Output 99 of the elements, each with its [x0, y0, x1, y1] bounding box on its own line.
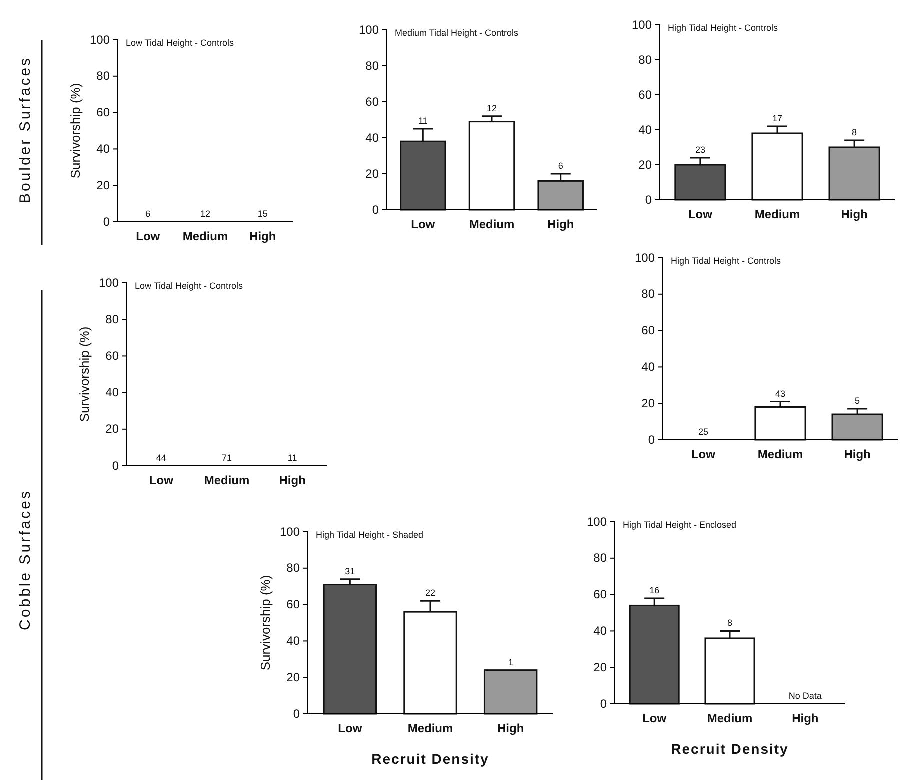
annotation: 6	[146, 209, 151, 219]
y-tick-label: 100	[586, 514, 608, 529]
x-tick-label: Low	[642, 712, 668, 726]
chart-title: Medium Tidal Height - Controls	[395, 28, 520, 38]
annotation: 25	[698, 427, 708, 437]
x-tick-label: Medium	[204, 474, 250, 488]
y-tick-label: 40	[286, 634, 300, 648]
x-tick-label: Medium	[182, 230, 228, 244]
annotation: 11	[418, 116, 428, 126]
y-tick-label: 80	[366, 58, 380, 73]
annotation: 17	[772, 114, 783, 124]
x-tick-label: High	[548, 218, 574, 232]
chart-title: Low Tidal Height - Controls	[126, 38, 235, 48]
x-axis-title: Recruit Density	[671, 741, 789, 757]
annotation: 8	[852, 128, 858, 138]
y-tick-label: 0	[372, 202, 380, 217]
annotation: 15	[258, 209, 268, 219]
y-tick-label: 80	[106, 312, 120, 326]
y-tick-label: 20	[642, 396, 656, 410]
x-tick-label: High	[841, 208, 868, 222]
annotation: 22	[425, 588, 436, 598]
annotation: 16	[650, 585, 660, 596]
y-tick-label: 60	[96, 106, 110, 120]
y-tick-label: 40	[642, 360, 656, 374]
y-tick-label: 0	[645, 192, 652, 207]
y-tick-label: 40	[96, 142, 110, 156]
y-axis-title: Survivorship (%)	[258, 575, 273, 671]
y-tick-label: 100	[90, 32, 110, 47]
bar	[484, 670, 538, 715]
x-tick-label: High	[279, 474, 306, 488]
y-tick-label: 0	[103, 214, 110, 229]
y-tick-label: 80	[286, 561, 300, 576]
y-tick-label: 20	[106, 422, 120, 436]
chart-title: High Tidal Height - Controls	[671, 256, 782, 266]
annotation: 11	[288, 453, 298, 463]
y-tick-label: 60	[366, 94, 380, 109]
chart-title: Low Tidal Height - Controls	[135, 281, 244, 291]
chart-title: High Tidal Height - Enclosed	[623, 520, 737, 530]
x-tick-label: Medium	[754, 208, 800, 222]
y-tick-label: 80	[642, 287, 656, 302]
y-tick-label: 60	[642, 324, 656, 338]
chart-title: High Tidal Height - Controls	[668, 23, 779, 33]
y-tick-label: 100	[98, 276, 120, 290]
chart-title: High Tidal Height - Shaded	[316, 530, 424, 540]
y-tick-label: 100	[634, 250, 656, 265]
y-tick-label: 60	[286, 598, 300, 612]
annotation: 12	[486, 103, 498, 114]
x-axis-title: Recruit Density	[372, 751, 490, 767]
y-tick-label: 60	[594, 588, 608, 602]
y-tick-label: 100	[358, 22, 380, 37]
annotation: 31	[345, 566, 356, 576]
y-tick-label: 40	[366, 130, 380, 145]
annotation: 44	[156, 453, 166, 463]
annotation: 1	[508, 657, 514, 668]
y-tick-label: 20	[638, 158, 652, 172]
y-tick-label: 60	[106, 349, 120, 364]
x-tick-label: Low	[691, 448, 716, 462]
annotation: 12	[200, 209, 211, 219]
y-tick-label: 0	[600, 696, 608, 711]
annotation: 8	[727, 618, 733, 628]
text: Cobble Surfaces	[17, 490, 34, 630]
y-tick-label: 20	[96, 178, 110, 192]
annotation: 23	[695, 145, 706, 155]
y-tick-label: 20	[366, 166, 380, 181]
x-tick-label: High	[497, 722, 524, 736]
text: Boulder Surfaces	[17, 56, 34, 204]
x-tick-label: Low	[136, 230, 161, 244]
y-tick-label: 0	[112, 458, 120, 473]
x-tick-label: Low	[338, 722, 363, 736]
x-tick-label: High	[792, 712, 819, 726]
y-tick-label: 100	[632, 18, 652, 32]
annotation: 6	[558, 161, 564, 171]
y-tick-label: 20	[594, 660, 608, 674]
y-tick-label: 80	[96, 69, 110, 84]
x-tick-label: Medium	[758, 448, 804, 462]
x-tick-label: Medium	[408, 722, 454, 736]
y-tick-label: 0	[293, 706, 300, 721]
annotation: No Data	[788, 691, 822, 701]
y-axis-title: Survivorship (%)	[77, 326, 92, 422]
x-tick-label: Medium	[469, 218, 515, 232]
y-tick-label: 40	[638, 122, 652, 137]
y-tick-label: 40	[106, 386, 120, 400]
y-tick-label: 80	[594, 551, 608, 566]
annotation: 5	[855, 396, 860, 406]
x-tick-label: Low	[688, 208, 714, 222]
y-axis-title: Survivorship (%)	[68, 83, 83, 179]
x-tick-label: Low	[411, 218, 436, 232]
x-tick-label: High	[250, 230, 276, 244]
y-tick-label: 60	[638, 88, 652, 102]
annotation: 43	[775, 388, 786, 399]
x-tick-label: High	[844, 448, 871, 462]
y-tick-label: 100	[280, 524, 300, 539]
x-tick-label: Low	[149, 474, 174, 488]
y-tick-label: 0	[648, 432, 656, 447]
y-tick-label: 20	[286, 670, 300, 684]
x-tick-label: Medium	[707, 712, 753, 726]
y-tick-label: 40	[594, 624, 608, 638]
y-tick-label: 80	[638, 52, 652, 67]
annotation: 71	[222, 453, 232, 463]
